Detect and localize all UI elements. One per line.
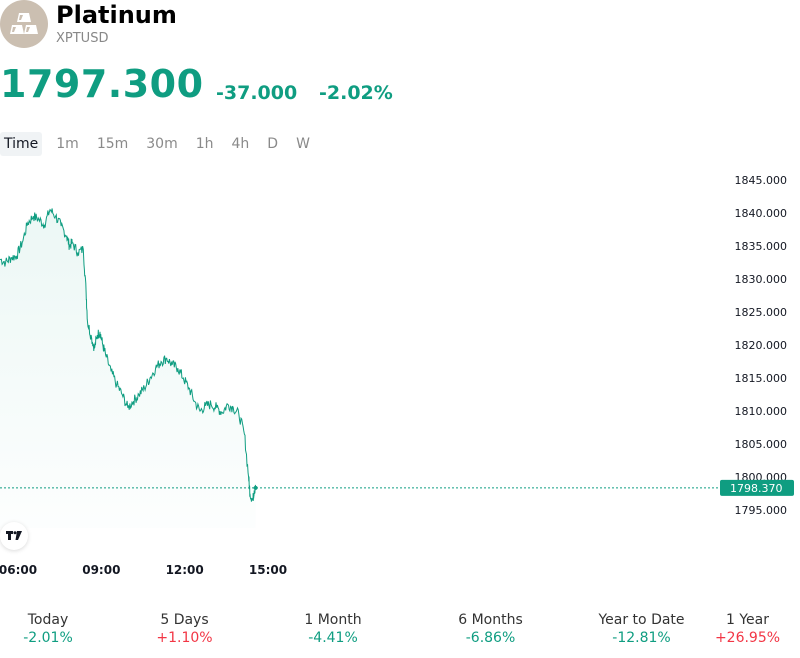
x-tick-label: 15:00 bbox=[249, 563, 287, 577]
x-tick-label: 09:00 bbox=[82, 563, 120, 577]
performance-label: Year to Date bbox=[598, 612, 685, 628]
instrument-ticker: XPTUSD bbox=[56, 31, 109, 46]
performance-value: +1.10% bbox=[156, 630, 213, 646]
y-tick-label: 1835.000 bbox=[735, 240, 788, 253]
platinum-bars-icon bbox=[0, 0, 48, 48]
performance-5-days[interactable]: 5 Days +1.10% bbox=[96, 611, 273, 647]
y-tick-label: 1825.000 bbox=[735, 306, 788, 319]
performance-value: +26.95% bbox=[714, 630, 781, 646]
tab-1m[interactable]: 1m bbox=[56, 136, 79, 152]
performance-label: 1 Month bbox=[304, 612, 362, 628]
y-tick-label: 1795.000 bbox=[735, 504, 788, 517]
y-tick-label: 1845.000 bbox=[735, 174, 788, 187]
tradingview-logo-icon[interactable] bbox=[0, 522, 28, 550]
last-price-badge bbox=[720, 479, 794, 496]
performance-label: 5 Days bbox=[160, 612, 209, 628]
y-tick-label: 1815.000 bbox=[735, 372, 788, 385]
performance-label: Today bbox=[27, 612, 69, 628]
x-axis: 06:00 09:00 12:00 15:00 bbox=[0, 563, 287, 577]
price-area bbox=[0, 208, 256, 528]
y-tick-label: 1810.000 bbox=[735, 405, 788, 418]
performance-label: 1 Year bbox=[726, 612, 769, 628]
performance-6-months[interactable]: 6 Months -6.86% bbox=[393, 611, 588, 647]
performance-strip: Today -2.01% 5 Days +1.10% 1 Month -4.41… bbox=[0, 611, 800, 647]
tab-4h[interactable]: 4h bbox=[231, 136, 250, 152]
y-tick-label: 1820.000 bbox=[735, 339, 788, 352]
y-tick-label: 1805.000 bbox=[735, 438, 788, 451]
timeframe-tabs: Time 1m 15m 30m 1h 4h D W bbox=[0, 132, 324, 156]
x-tick-label: 12:00 bbox=[166, 563, 204, 577]
tab-1h[interactable]: 1h bbox=[195, 136, 214, 152]
tab-30m[interactable]: 30m bbox=[146, 136, 178, 152]
last-price-label: 1798.370 bbox=[730, 482, 783, 495]
price-line bbox=[0, 208, 257, 502]
y-axis: 1845.000 1840.000 1835.000 1830.000 1825.000… bbox=[735, 174, 788, 517]
performance-value: -4.41% bbox=[308, 630, 358, 646]
performance-today[interactable]: Today -2.01% bbox=[0, 611, 96, 647]
tab-d[interactable]: D bbox=[267, 136, 279, 152]
performance-label: 6 Months bbox=[458, 612, 523, 628]
performance-year-to-date[interactable]: Year to Date -12.81% bbox=[588, 611, 695, 647]
price-change-absolute: -37.000 bbox=[216, 82, 298, 104]
tab-w[interactable]: W bbox=[296, 136, 310, 152]
x-tick-label: 06:00 bbox=[0, 563, 37, 577]
performance-1-month[interactable]: 1 Month -4.41% bbox=[273, 611, 393, 647]
current-price: 1797.300 bbox=[0, 62, 204, 106]
y-tick-label: 1830.000 bbox=[735, 273, 788, 286]
performance-value: -6.86% bbox=[465, 630, 516, 646]
y-tick-label: 1840.000 bbox=[735, 207, 788, 220]
instrument-title: Platinum bbox=[56, 1, 177, 29]
performance-1-year[interactable]: 1 Year +26.95% bbox=[695, 611, 800, 647]
last-price-dot bbox=[253, 485, 258, 490]
price-chart[interactable]: 1845.000 1840.000 1835.000 1830.000 1825.000… bbox=[0, 160, 800, 590]
price-change-percent: -2.02% bbox=[319, 82, 393, 104]
performance-value: -2.01% bbox=[23, 630, 73, 646]
tab-15m[interactable]: 15m bbox=[96, 136, 129, 152]
tab-time[interactable]: Time bbox=[0, 132, 43, 156]
performance-value: -12.81% bbox=[612, 630, 671, 646]
